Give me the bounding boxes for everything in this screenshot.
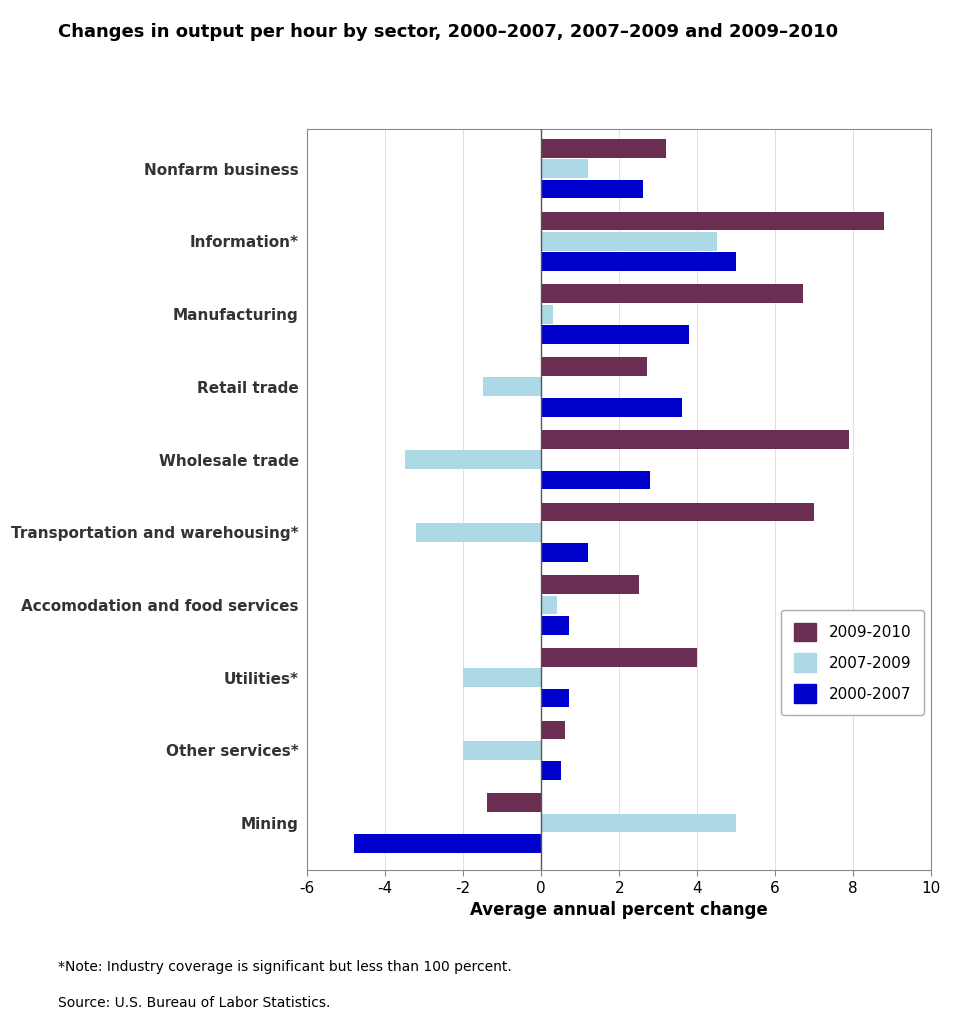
Bar bbox=[541, 284, 803, 303]
Bar bbox=[541, 325, 689, 344]
Bar bbox=[483, 377, 541, 397]
Bar bbox=[541, 503, 814, 521]
Bar bbox=[541, 543, 588, 562]
Bar bbox=[541, 471, 651, 489]
Bar bbox=[541, 305, 553, 323]
Text: *Note: Industry coverage is significant but less than 100 percent.: *Note: Industry coverage is significant … bbox=[58, 960, 512, 974]
Bar bbox=[541, 595, 557, 614]
Bar bbox=[541, 179, 642, 199]
X-axis label: Average annual percent change: Average annual percent change bbox=[470, 901, 768, 920]
Bar bbox=[541, 232, 717, 251]
Text: Changes in output per hour by sector, 2000–2007, 2007–2009 and 2009–2010: Changes in output per hour by sector, 20… bbox=[58, 23, 838, 40]
Bar bbox=[541, 252, 736, 271]
Bar bbox=[541, 212, 884, 231]
Text: Source: U.S. Bureau of Labor Statistics.: Source: U.S. Bureau of Labor Statistics. bbox=[58, 996, 330, 1010]
Bar bbox=[541, 430, 850, 449]
Bar bbox=[541, 357, 646, 376]
Bar bbox=[541, 139, 666, 158]
Bar bbox=[541, 648, 697, 666]
Bar bbox=[354, 834, 541, 853]
Bar bbox=[405, 450, 541, 469]
Bar bbox=[541, 160, 588, 178]
Bar bbox=[541, 689, 568, 708]
Bar bbox=[541, 761, 561, 780]
Bar bbox=[541, 616, 568, 634]
Bar bbox=[464, 668, 541, 687]
Bar bbox=[464, 741, 541, 760]
Bar bbox=[541, 575, 638, 594]
Bar bbox=[417, 523, 541, 542]
Bar bbox=[541, 721, 564, 740]
Legend: 2009-2010, 2007-2009, 2000-2007: 2009-2010, 2007-2009, 2000-2007 bbox=[781, 611, 924, 715]
Bar bbox=[487, 793, 541, 812]
Bar bbox=[541, 814, 736, 832]
Bar bbox=[541, 398, 682, 416]
